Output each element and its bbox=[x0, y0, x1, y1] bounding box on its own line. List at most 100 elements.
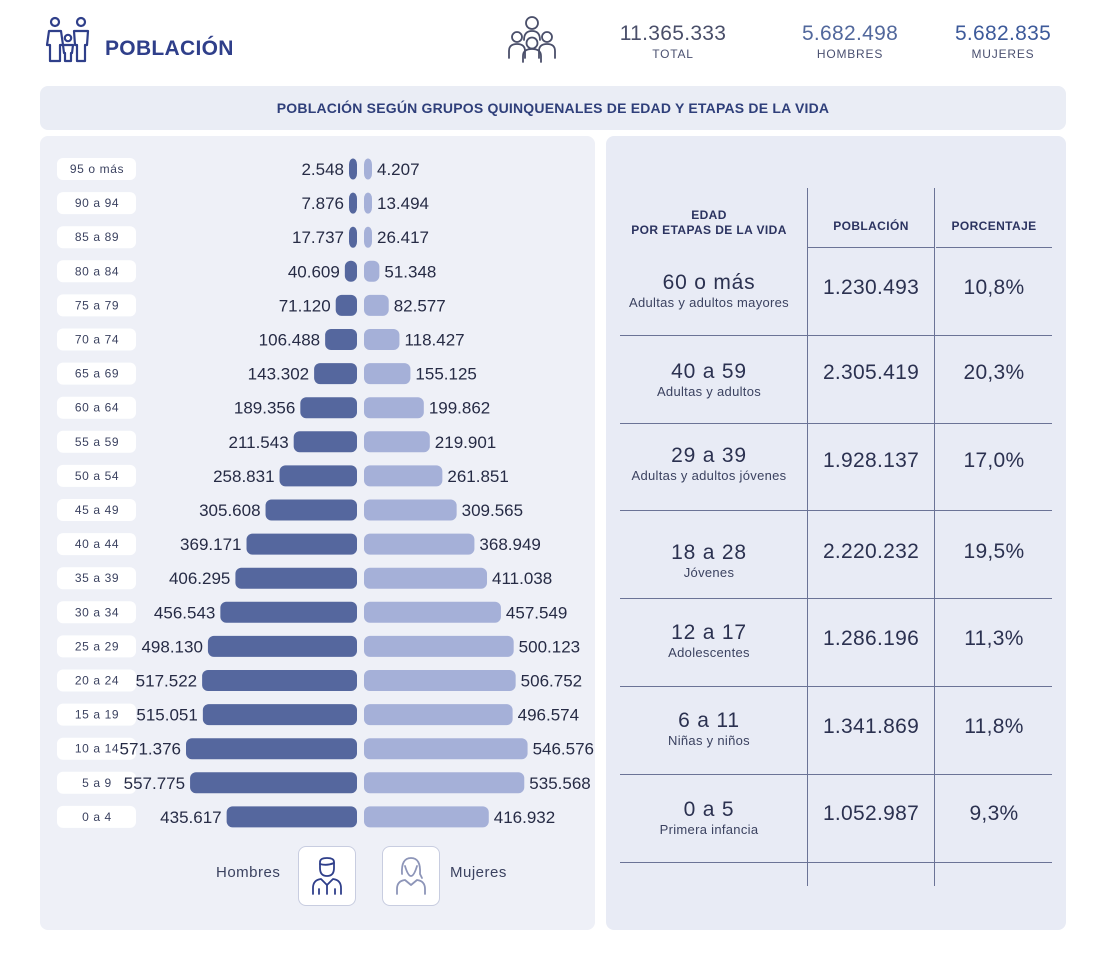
table-row: 12 a 17 Adolescentes bbox=[620, 621, 798, 661]
age-group-label: 90 a 94 bbox=[75, 196, 119, 210]
age-group-label: 40 a 44 bbox=[75, 537, 119, 551]
men-value-label: 258.831 bbox=[213, 467, 274, 486]
table-header-rule bbox=[808, 247, 934, 248]
men-bar bbox=[293, 431, 357, 453]
age-group-label: 55 a 59 bbox=[75, 435, 119, 449]
age-range: 12 a 17 bbox=[671, 621, 747, 644]
life-stage: Adultas y adultos mayores bbox=[629, 295, 789, 310]
table-row-rule bbox=[620, 510, 1052, 511]
men-value-label: 7.876 bbox=[301, 194, 344, 213]
age-stage-table-panel bbox=[606, 136, 1066, 930]
life-stage: Niñas y niños bbox=[668, 733, 750, 748]
women-bar bbox=[364, 465, 443, 487]
women-bar bbox=[364, 158, 372, 180]
men-bar bbox=[226, 806, 357, 828]
age-group-pill bbox=[57, 669, 136, 692]
stat-men: 5.682.498 HOMBRES bbox=[790, 22, 910, 62]
men-bar bbox=[265, 499, 357, 521]
percentage-value: 11,8% bbox=[964, 715, 1024, 738]
men-bar bbox=[202, 704, 357, 726]
women-value: 5.682.835 bbox=[954, 22, 1052, 45]
women-bar bbox=[364, 499, 457, 521]
women-value-label: 506.752 bbox=[521, 672, 582, 691]
population-value: 1.052.987 bbox=[822, 802, 920, 825]
table-row-rule bbox=[620, 598, 1052, 599]
men-bar bbox=[325, 329, 357, 350]
header-percentage: PORCENTAJE bbox=[951, 219, 1037, 233]
women-value-label: 368.949 bbox=[479, 535, 540, 554]
age-group-label: 80 a 84 bbox=[75, 264, 119, 278]
women-value-label: 13.494 bbox=[377, 194, 429, 213]
women-bar bbox=[364, 806, 489, 828]
women-bar bbox=[364, 431, 430, 453]
age-group-label: 85 a 89 bbox=[75, 230, 119, 244]
page-title: POBLACIÓN bbox=[105, 37, 234, 60]
age-group-label: 45 a 49 bbox=[75, 503, 119, 517]
percentage-value: 10,8% bbox=[963, 276, 1025, 299]
women-bar bbox=[364, 363, 411, 385]
women-value-label: 535.568 bbox=[529, 774, 590, 793]
women-bar bbox=[364, 260, 380, 282]
table-row: 18 a 28 Jóvenes bbox=[620, 541, 798, 581]
percentage-value: 17,0% bbox=[963, 449, 1025, 472]
age-group-pill bbox=[57, 192, 136, 215]
age-group-pill bbox=[57, 567, 136, 590]
women-label: MUJERES bbox=[971, 47, 1035, 61]
population-value: 1.230.493 bbox=[822, 276, 920, 299]
women-value-label: 51.348 bbox=[384, 262, 436, 281]
table-column-divider bbox=[934, 188, 935, 886]
percentage-value: 11,3% bbox=[964, 627, 1024, 650]
total-label: TOTAL bbox=[652, 47, 694, 61]
age-group-pill bbox=[57, 396, 136, 419]
women-value-label: 199.862 bbox=[429, 399, 490, 418]
women-value-label: 309.565 bbox=[462, 501, 523, 520]
men-value-label: 143.302 bbox=[248, 365, 309, 384]
header-age-line2: POR ETAPAS DE LA VIDA bbox=[631, 223, 787, 237]
table-row: 29 a 39 Adultas y adultos jóvenes bbox=[620, 444, 798, 484]
men-value-label: 17.737 bbox=[292, 228, 344, 247]
men-bar bbox=[300, 397, 357, 419]
age-range: 40 a 59 bbox=[671, 360, 747, 383]
life-stage: Adolescentes bbox=[668, 645, 750, 660]
women-bar bbox=[364, 533, 475, 555]
life-stage: Adultas y adultos jóvenes bbox=[631, 468, 787, 483]
women-value-label: 496.574 bbox=[518, 706, 579, 725]
age-group-label: 15 a 19 bbox=[75, 708, 119, 722]
age-group-label: 5 a 9 bbox=[82, 776, 112, 790]
women-bar bbox=[364, 772, 525, 794]
age-range: 0 a 5 bbox=[683, 798, 735, 821]
table-row: 40 a 59 Adultas y adultos bbox=[620, 360, 798, 400]
header-age: EDAD POR ETAPAS DE LA VIDA bbox=[620, 208, 798, 238]
age-group-pill bbox=[57, 805, 136, 828]
legend-women-label: Mujeres bbox=[450, 864, 507, 881]
table-row-rule bbox=[620, 774, 1052, 775]
age-group-label: 35 a 39 bbox=[75, 571, 119, 585]
life-stage: Primera infancia bbox=[659, 822, 759, 837]
men-bar bbox=[235, 567, 357, 589]
women-value-label: 219.901 bbox=[435, 433, 496, 452]
men-value-label: 515.051 bbox=[136, 706, 197, 725]
table-row: 0 a 5 Primera infancia bbox=[620, 798, 798, 838]
age-range: 29 a 39 bbox=[671, 444, 747, 467]
men-value-label: 571.376 bbox=[120, 740, 181, 759]
men-value-label: 71.120 bbox=[279, 296, 331, 315]
population-value: 1.286.196 bbox=[822, 627, 920, 650]
header-population: POBLACIÓN bbox=[833, 219, 909, 233]
women-value-label: 261.851 bbox=[447, 467, 508, 486]
age-group-pill bbox=[57, 294, 136, 317]
men-value-label: 498.130 bbox=[141, 637, 202, 656]
age-group-pill bbox=[57, 737, 136, 760]
men-bar bbox=[207, 635, 357, 657]
women-value-label: 457.549 bbox=[506, 603, 567, 622]
age-group-label: 75 a 79 bbox=[75, 298, 119, 312]
age-group-label: 30 a 34 bbox=[75, 605, 119, 619]
women-bar bbox=[364, 397, 424, 419]
population-value: 1.928.137 bbox=[822, 449, 920, 472]
age-range: 60 o más bbox=[662, 271, 756, 294]
men-value-label: 2.548 bbox=[301, 160, 344, 179]
age-group-pill bbox=[57, 771, 136, 794]
women-bar bbox=[364, 329, 400, 350]
age-group-pill bbox=[57, 226, 136, 249]
men-value-label: 106.488 bbox=[259, 331, 320, 350]
age-range: 18 a 28 bbox=[671, 541, 747, 564]
